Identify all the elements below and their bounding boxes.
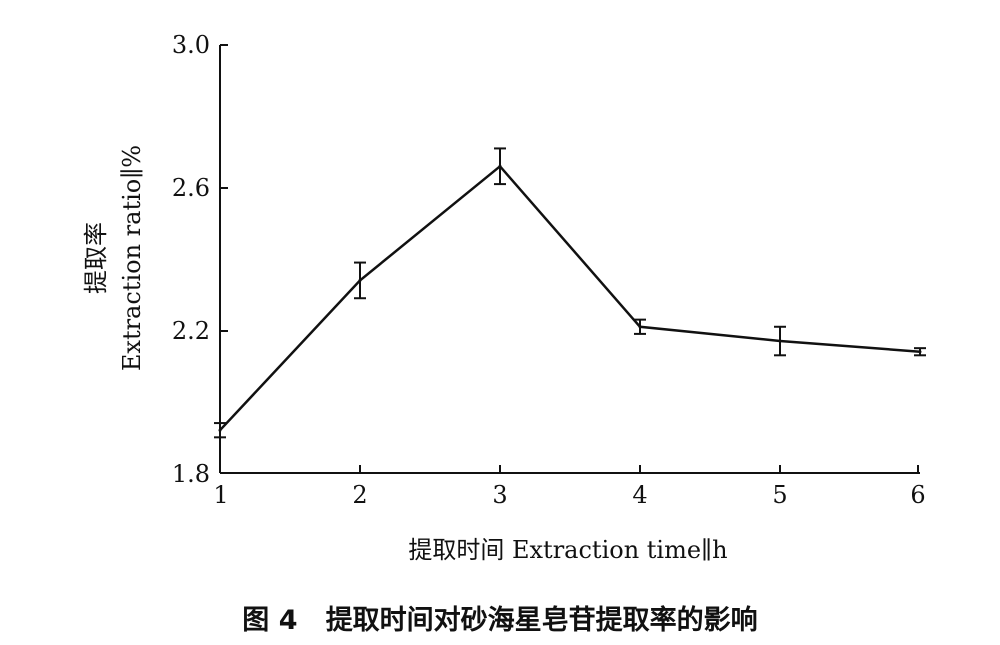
x-tick-label: 3 <box>492 481 507 509</box>
caption-gap <box>297 605 325 636</box>
figure-title: 提取时间对砂海星皂苷提取率的影响 <box>325 605 758 636</box>
x-tick-label: 2 <box>352 481 367 509</box>
data-point <box>218 428 222 432</box>
data-point <box>778 339 782 343</box>
x-tick-label: 4 <box>632 481 647 509</box>
data-point <box>498 164 502 168</box>
data-point <box>638 325 642 329</box>
data-point <box>918 350 922 354</box>
data-point <box>358 278 362 282</box>
x-tick-label: 5 <box>772 481 787 509</box>
figure-label: 图 4 <box>242 605 298 636</box>
x-tick-label: 1 <box>213 481 228 509</box>
y-axis-title-cn: 提取率 <box>82 222 110 294</box>
y-tick-label: 2.2 <box>172 317 210 345</box>
y-tick-label: 2.6 <box>172 174 210 202</box>
series-line <box>219 164 921 432</box>
y-axis: 3.0 2.6 2.2 1.8 <box>172 31 228 488</box>
y-tick-label: 3.0 <box>172 31 210 59</box>
y-tick-label: 1.8 <box>172 460 210 488</box>
x-axis: 1 2 3 4 5 6 <box>213 465 926 509</box>
x-tick-label: 6 <box>910 481 925 509</box>
plot-area <box>214 147 926 439</box>
y-axis-title-en: Extraction ratio∥% <box>118 145 146 371</box>
x-axis-title: 提取时间 Extraction time∥h <box>408 536 727 564</box>
chart: 3.0 2.6 2.2 1.8 1 2 3 4 5 6 提取时间 Extract… <box>82 31 926 564</box>
figure-caption: 图 4 提取时间对砂海星皂苷提取率的影响 <box>0 598 1000 637</box>
